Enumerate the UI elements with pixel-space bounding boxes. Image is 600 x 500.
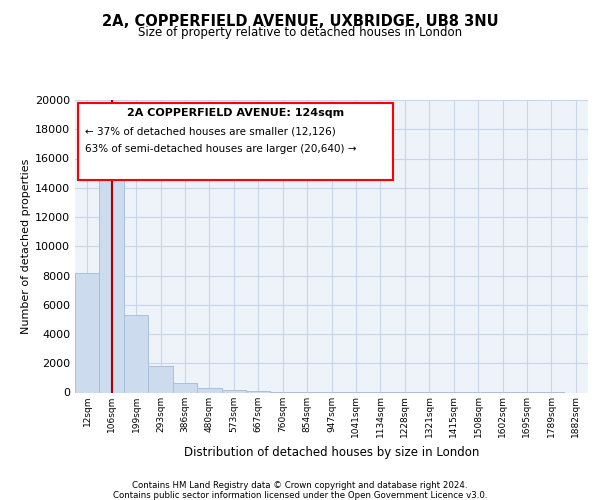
Text: ← 37% of detached houses are smaller (12,126): ← 37% of detached houses are smaller (12…	[85, 126, 335, 136]
Bar	[173, 383, 197, 392]
Text: 2A, COPPERFIELD AVENUE, UXBRIDGE, UB8 3NU: 2A, COPPERFIELD AVENUE, UXBRIDGE, UB8 3N…	[101, 14, 499, 29]
Text: Size of property relative to detached houses in London: Size of property relative to detached ho…	[138, 26, 462, 39]
X-axis label: Distribution of detached houses by size in London: Distribution of detached houses by size …	[184, 446, 479, 458]
Bar	[221, 390, 246, 392]
Bar	[148, 366, 173, 392]
Text: Contains HM Land Registry data © Crown copyright and database right 2024.: Contains HM Land Registry data © Crown c…	[132, 481, 468, 490]
Bar	[100, 150, 124, 392]
Text: 2A COPPERFIELD AVENUE: 124sqm: 2A COPPERFIELD AVENUE: 124sqm	[127, 108, 344, 118]
Bar	[124, 315, 148, 392]
Bar	[197, 388, 221, 392]
Y-axis label: Number of detached properties: Number of detached properties	[21, 158, 31, 334]
Text: 63% of semi-detached houses are larger (20,640) →: 63% of semi-detached houses are larger (…	[85, 144, 356, 154]
Bar	[75, 272, 100, 392]
Text: Contains public sector information licensed under the Open Government Licence v3: Contains public sector information licen…	[113, 491, 487, 500]
